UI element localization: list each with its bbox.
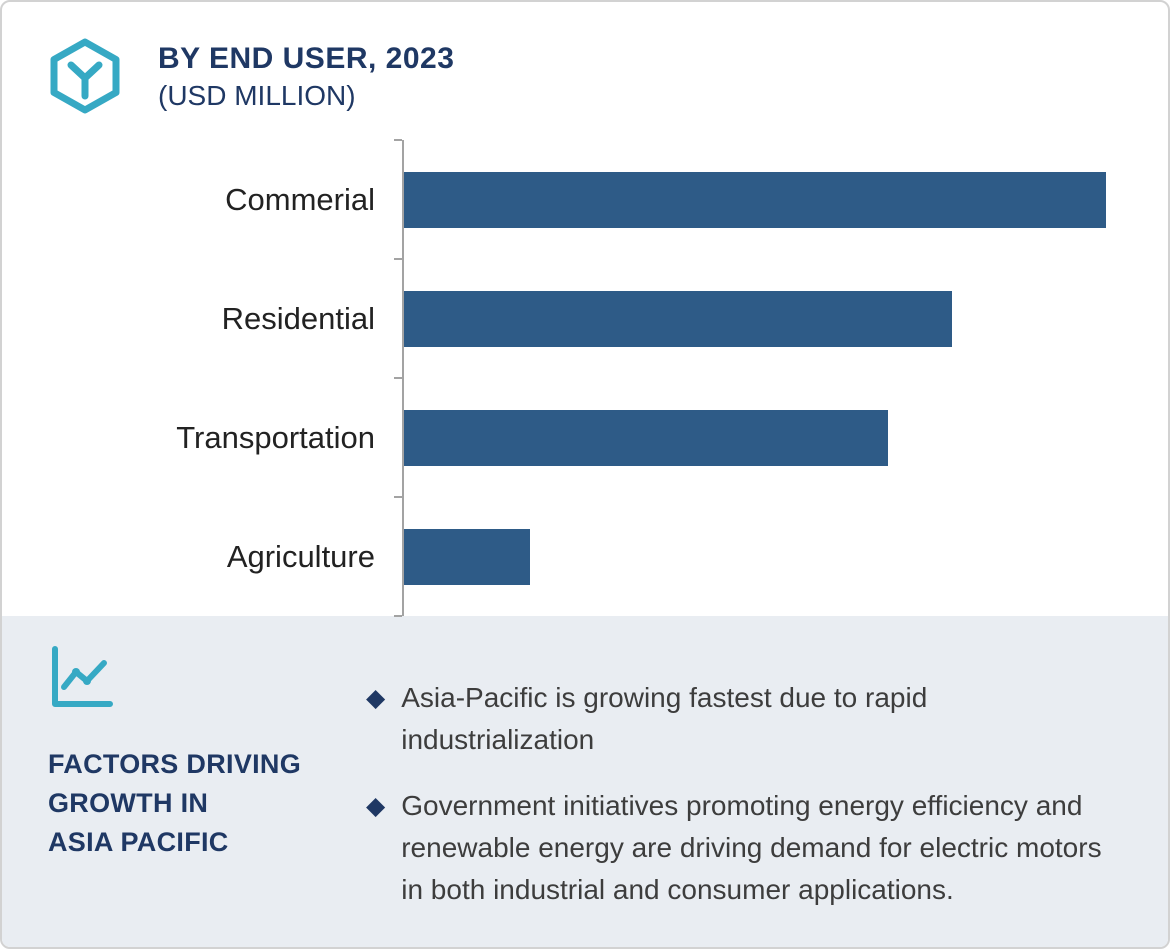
bar-track [394,139,1106,259]
factors-bullet-list: ◆ Asia-Pacific is growing fastest due to … [366,643,1123,947]
diamond-bullet-icon: ◆ [366,792,386,820]
bar-chart: Commerial Residential Transportation Agricu… [2,139,1168,617]
factor-bullet: ◆ Asia-Pacific is growing fastest due to … [366,677,1123,761]
factor-bullet: ◆ Government initiatives promoting energy… [366,785,1123,911]
category-label: Commerial [225,181,375,217]
chart-row: Residential [2,258,1168,378]
factors-heading: FACTORS DRIVING GROWTH IN ASIA PACIFIC [48,749,302,858]
diamond-bullet-icon: ◆ [366,684,386,712]
bar-track [394,258,1106,378]
header: BY END USER, 2023 (USD MILLION) [2,2,1168,114]
bar-track [394,496,1106,617]
category-label: Agriculture [226,538,375,574]
bar-chart-rows: Commerial Residential Transportation Agricu… [2,139,1168,617]
chart-row: Transportation [2,377,1168,497]
category-label: Residential [221,300,375,336]
chart-row: Agriculture [2,496,1168,617]
chart-row: Commerial [2,139,1168,259]
chart-section: BY END USER, 2023 (USD MILLION) Commeria… [2,2,1168,617]
chart-subtitle: (USD MILLION) [158,79,356,111]
factor-text: Asia-Pacific is growing fastest due to r… [401,682,928,755]
factors-panel: FACTORS DRIVING GROWTH IN ASIA PACIFIC ◆… [2,616,1168,947]
factors-left-column: FACTORS DRIVING GROWTH IN ASIA PACIFIC [48,643,366,947]
hexagon-y-logo-icon [48,38,122,114]
bar [404,290,952,347]
bar [404,171,1106,228]
bar [404,409,889,466]
title-block: BY END USER, 2023 (USD MILLION) [158,38,454,113]
factor-text: Government initiatives promoting energy … [401,790,1102,905]
line-chart-icon [48,643,116,711]
chart-title: BY END USER, 2023 [158,42,455,75]
bar-track [394,377,1106,497]
bar [404,528,531,585]
category-label: Transportation [176,419,375,455]
